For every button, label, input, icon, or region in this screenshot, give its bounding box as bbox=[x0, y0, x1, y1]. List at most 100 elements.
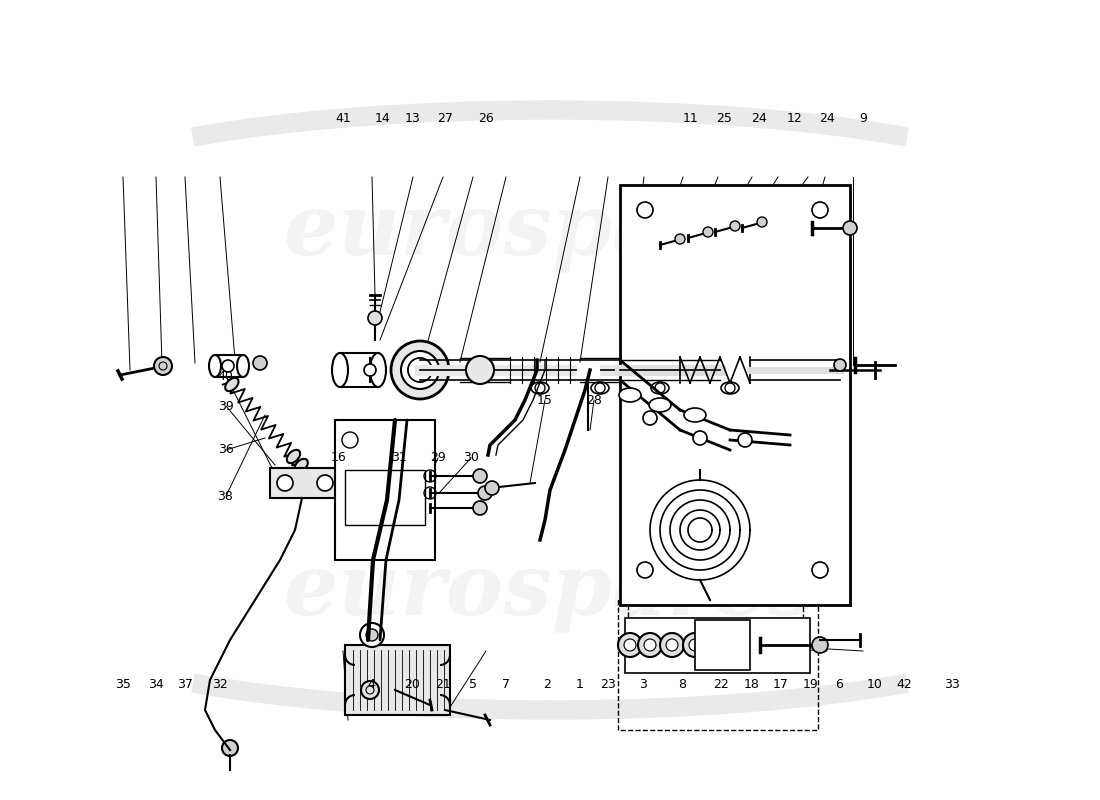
Circle shape bbox=[366, 629, 378, 641]
Text: 23: 23 bbox=[601, 678, 616, 690]
Circle shape bbox=[478, 486, 492, 500]
Circle shape bbox=[644, 411, 657, 425]
Circle shape bbox=[812, 202, 828, 218]
Ellipse shape bbox=[531, 382, 549, 394]
Circle shape bbox=[638, 633, 662, 657]
Text: 35: 35 bbox=[116, 678, 131, 690]
Ellipse shape bbox=[287, 450, 300, 463]
Text: 4: 4 bbox=[367, 678, 376, 690]
Circle shape bbox=[637, 202, 653, 218]
Ellipse shape bbox=[295, 459, 308, 472]
Text: 30: 30 bbox=[463, 451, 478, 464]
Bar bbox=[695, 620, 750, 670]
Circle shape bbox=[595, 383, 605, 393]
Circle shape bbox=[368, 311, 382, 325]
Ellipse shape bbox=[402, 351, 439, 389]
Text: 27: 27 bbox=[438, 112, 453, 125]
Bar bbox=[345, 645, 450, 715]
Text: 6: 6 bbox=[835, 678, 844, 690]
Text: 9: 9 bbox=[859, 112, 868, 125]
Ellipse shape bbox=[408, 358, 432, 382]
Circle shape bbox=[812, 562, 828, 578]
Circle shape bbox=[277, 475, 293, 491]
Bar bbox=[618, 600, 818, 730]
Circle shape bbox=[843, 221, 857, 235]
Circle shape bbox=[624, 639, 636, 651]
Text: 15: 15 bbox=[537, 394, 552, 406]
Ellipse shape bbox=[720, 382, 739, 394]
Ellipse shape bbox=[651, 382, 669, 394]
Text: 19: 19 bbox=[803, 678, 818, 690]
Circle shape bbox=[730, 221, 740, 231]
Text: 38: 38 bbox=[218, 490, 233, 502]
Text: 22: 22 bbox=[713, 678, 728, 690]
Circle shape bbox=[360, 623, 384, 647]
Circle shape bbox=[660, 633, 684, 657]
Bar bbox=[270, 468, 340, 498]
Circle shape bbox=[732, 639, 742, 651]
Circle shape bbox=[408, 358, 432, 382]
Circle shape bbox=[466, 356, 494, 384]
Text: 28: 28 bbox=[586, 394, 602, 406]
Text: 18: 18 bbox=[744, 678, 759, 690]
Ellipse shape bbox=[591, 382, 609, 394]
Text: 40: 40 bbox=[218, 370, 233, 382]
Text: 41: 41 bbox=[336, 112, 351, 125]
Text: 12: 12 bbox=[786, 112, 802, 125]
Text: 3: 3 bbox=[639, 678, 648, 690]
Text: 31: 31 bbox=[392, 451, 407, 464]
Text: 26: 26 bbox=[478, 112, 494, 125]
Ellipse shape bbox=[332, 353, 348, 387]
Bar bbox=[620, 185, 850, 605]
Circle shape bbox=[317, 475, 333, 491]
Ellipse shape bbox=[236, 355, 249, 377]
Circle shape bbox=[485, 481, 499, 495]
Circle shape bbox=[618, 633, 642, 657]
Circle shape bbox=[725, 383, 735, 393]
Ellipse shape bbox=[390, 341, 449, 399]
Text: 33: 33 bbox=[944, 678, 959, 690]
Circle shape bbox=[473, 469, 487, 483]
Bar bbox=[214, 355, 243, 377]
Text: 24: 24 bbox=[751, 112, 767, 125]
Text: 11: 11 bbox=[683, 112, 698, 125]
Text: 42: 42 bbox=[896, 678, 912, 690]
Text: 25: 25 bbox=[716, 112, 732, 125]
Circle shape bbox=[361, 681, 379, 699]
Circle shape bbox=[710, 639, 720, 651]
Circle shape bbox=[738, 433, 752, 447]
Circle shape bbox=[683, 633, 707, 657]
Text: eurospares: eurospares bbox=[284, 188, 816, 272]
Bar bbox=[625, 618, 810, 673]
Text: 1: 1 bbox=[575, 678, 584, 690]
Text: 32: 32 bbox=[212, 678, 228, 690]
Text: 39: 39 bbox=[218, 400, 233, 413]
Circle shape bbox=[654, 383, 666, 393]
Text: 7: 7 bbox=[502, 678, 510, 690]
Text: 5: 5 bbox=[469, 678, 477, 690]
Circle shape bbox=[675, 234, 685, 244]
Text: 14: 14 bbox=[375, 112, 390, 125]
Circle shape bbox=[222, 360, 234, 372]
Text: 21: 21 bbox=[436, 678, 451, 690]
Ellipse shape bbox=[684, 408, 706, 422]
Text: 17: 17 bbox=[773, 678, 789, 690]
Circle shape bbox=[666, 639, 678, 651]
Circle shape bbox=[253, 356, 267, 370]
Text: 20: 20 bbox=[405, 678, 420, 690]
Ellipse shape bbox=[370, 353, 386, 387]
Text: 8: 8 bbox=[678, 678, 686, 690]
Circle shape bbox=[535, 383, 544, 393]
Bar bbox=[628, 465, 803, 620]
Circle shape bbox=[834, 359, 846, 371]
Text: 10: 10 bbox=[867, 678, 882, 690]
Text: 13: 13 bbox=[405, 112, 420, 125]
Circle shape bbox=[757, 217, 767, 227]
Circle shape bbox=[689, 639, 701, 651]
Text: 37: 37 bbox=[177, 678, 192, 690]
Text: 16: 16 bbox=[331, 451, 346, 464]
Bar bbox=[340, 353, 378, 387]
Circle shape bbox=[222, 740, 238, 756]
Circle shape bbox=[473, 501, 487, 515]
Ellipse shape bbox=[226, 378, 239, 391]
